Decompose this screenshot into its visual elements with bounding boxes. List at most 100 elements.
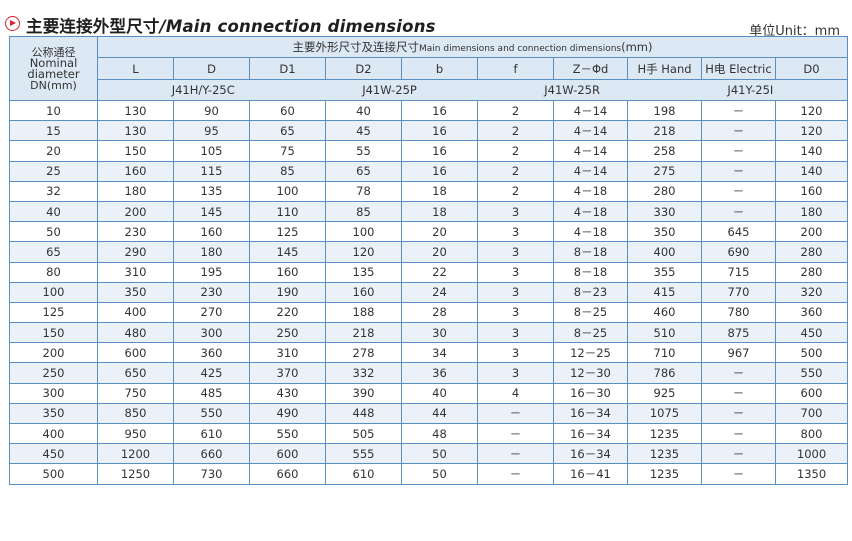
group-header-unit: (mm)	[621, 40, 653, 54]
table-cell: 505	[325, 422, 402, 445]
table-row: 250 650 425 370 332 36 3 12－30 786 － 550	[9, 362, 849, 384]
table-cell: 188	[325, 301, 402, 324]
dn-cell: 15	[9, 120, 98, 142]
table-cell: 400	[97, 301, 174, 324]
dn-header-cn: 公称通径	[31, 45, 76, 59]
table-cell: 280	[774, 241, 849, 263]
table-cell: 230	[97, 221, 174, 243]
table-cell: 550	[249, 422, 326, 445]
table-row: 300 750 485 430 390 40 4 16－30 925 － 600	[9, 382, 849, 404]
column-header: b	[401, 57, 478, 80]
table-cell: 55	[325, 140, 402, 162]
table-row: 40 200 145 110 85 18 3 4－18 330 － 180	[9, 200, 849, 223]
column-header: L	[97, 57, 174, 80]
table-cell: 195	[173, 261, 250, 283]
dn-cell: 20	[9, 140, 98, 162]
table-cell: 1235	[627, 463, 702, 485]
table-row: 10 130 90 60 40 16 2 4－14 198 － 120	[9, 99, 849, 122]
table-row: 32 180 135 100 78 18 2 4－18 280 － 160	[9, 180, 849, 202]
table-cell: 600	[249, 443, 326, 465]
table-cell: 34	[401, 342, 478, 364]
table-cell: 40	[325, 99, 402, 122]
table-cell: 1200	[97, 443, 174, 465]
dn-cell: 80	[9, 261, 98, 283]
table-cell: 1235	[627, 443, 702, 465]
table-cell: 320	[774, 281, 849, 303]
table-cell: 850	[97, 402, 174, 425]
table-cell: 600	[774, 382, 849, 404]
table-cell: 3	[477, 322, 554, 344]
table-cell: －	[701, 99, 776, 122]
table-cell: 3	[477, 281, 554, 303]
table-cell: 120	[774, 99, 849, 122]
table-cell: 36	[401, 362, 478, 384]
table-cell: 355	[627, 261, 702, 283]
table-cell: 555	[325, 443, 402, 465]
table-cell: 12－25	[553, 342, 628, 364]
table-cell: 4－14	[553, 140, 628, 162]
table-cell: 110	[249, 200, 326, 223]
table-cell: 660	[173, 443, 250, 465]
table-cell: 198	[627, 99, 702, 122]
table-cell: 130	[97, 99, 174, 122]
table-row: 100 350 230 190 160 24 3 8－23 415 770 320	[9, 281, 849, 303]
table-row: 125 400 270 220 188 28 3 8－25 460 780 360	[9, 301, 849, 324]
table-cell: 4－14	[553, 120, 628, 142]
table-row: 200 600 360 310 278 34 3 12－25 710 967 500	[9, 342, 849, 364]
table-cell: 100	[325, 221, 402, 243]
table-cell: 950	[97, 422, 174, 445]
table-cell: 8－18	[553, 241, 628, 263]
group-header-en: Main dimensions and connection dimension…	[419, 44, 622, 54]
table-cell: 45	[325, 120, 402, 142]
model-name: J41W-25R	[544, 83, 600, 97]
dn-cell: 65	[9, 241, 98, 263]
table-cell: 160	[97, 160, 174, 182]
dn-cell: 25	[9, 160, 98, 182]
table-cell: 250	[249, 322, 326, 344]
table-cell: 200	[97, 200, 174, 223]
table-cell: 120	[774, 120, 849, 142]
table-cell: 8－25	[553, 301, 628, 324]
table-cell: 8－25	[553, 322, 628, 344]
table-cell: 16	[401, 99, 478, 122]
table-cell: 90	[173, 99, 250, 122]
group-header: 主要外形尺寸及连接尺寸Main dimensions and connectio…	[96, 36, 849, 58]
table-cell: 85	[325, 200, 402, 223]
table-cell: 3	[477, 362, 554, 384]
table-cell: 85	[249, 160, 326, 182]
table-cell: 40	[401, 382, 478, 404]
table-row: 150 480 300 250 218 30 3 8－25 510 875 450	[9, 322, 849, 344]
table-cell: 750	[97, 382, 174, 404]
table-cell: 60	[249, 99, 326, 122]
table-cell: 967	[701, 342, 776, 364]
table-cell: 180	[173, 241, 250, 263]
table-cell: 332	[325, 362, 402, 384]
table-cell: 220	[249, 301, 326, 324]
table-cell: 24	[401, 281, 478, 303]
model-name: J41Y-25I	[727, 83, 774, 97]
table-cell: 4－14	[553, 160, 628, 182]
dn-cell: 350	[9, 402, 98, 425]
table-cell: 16－34	[553, 443, 628, 465]
title-cn: 主要连接外型尺寸	[26, 17, 160, 36]
model-name: J41H/Y-25C	[171, 83, 235, 97]
table-cell: 135	[325, 261, 402, 283]
table-cell: 1000	[774, 443, 849, 465]
table-cell: 350	[97, 281, 174, 303]
table-cell: 50	[401, 463, 478, 485]
dn-cell: 500	[9, 463, 98, 485]
table-cell: 3	[477, 301, 554, 324]
table-cell: 2	[477, 180, 554, 202]
dn-cell: 450	[9, 443, 98, 465]
table-row: 500 1250 730 660 610 50 － 16－41 1235 － 1350	[9, 463, 849, 485]
table-cell: 20	[401, 221, 478, 243]
dimensions-table: 公称通径 Nominal diameter DN(mm) 主要外形尺寸及连接尺寸…	[9, 36, 849, 485]
column-header-row: L D D1 D2 b f Z－Φd H手 Hand H电 Electric D0	[10, 57, 849, 80]
table-cell: 1350	[774, 463, 849, 485]
table-cell: 2	[477, 120, 554, 142]
table-cell: 4－18	[553, 180, 628, 202]
play-circle-icon	[5, 16, 20, 31]
table-cell: 370	[249, 362, 326, 384]
table-cell: 310	[97, 261, 174, 283]
table-cell: 600	[97, 342, 174, 364]
